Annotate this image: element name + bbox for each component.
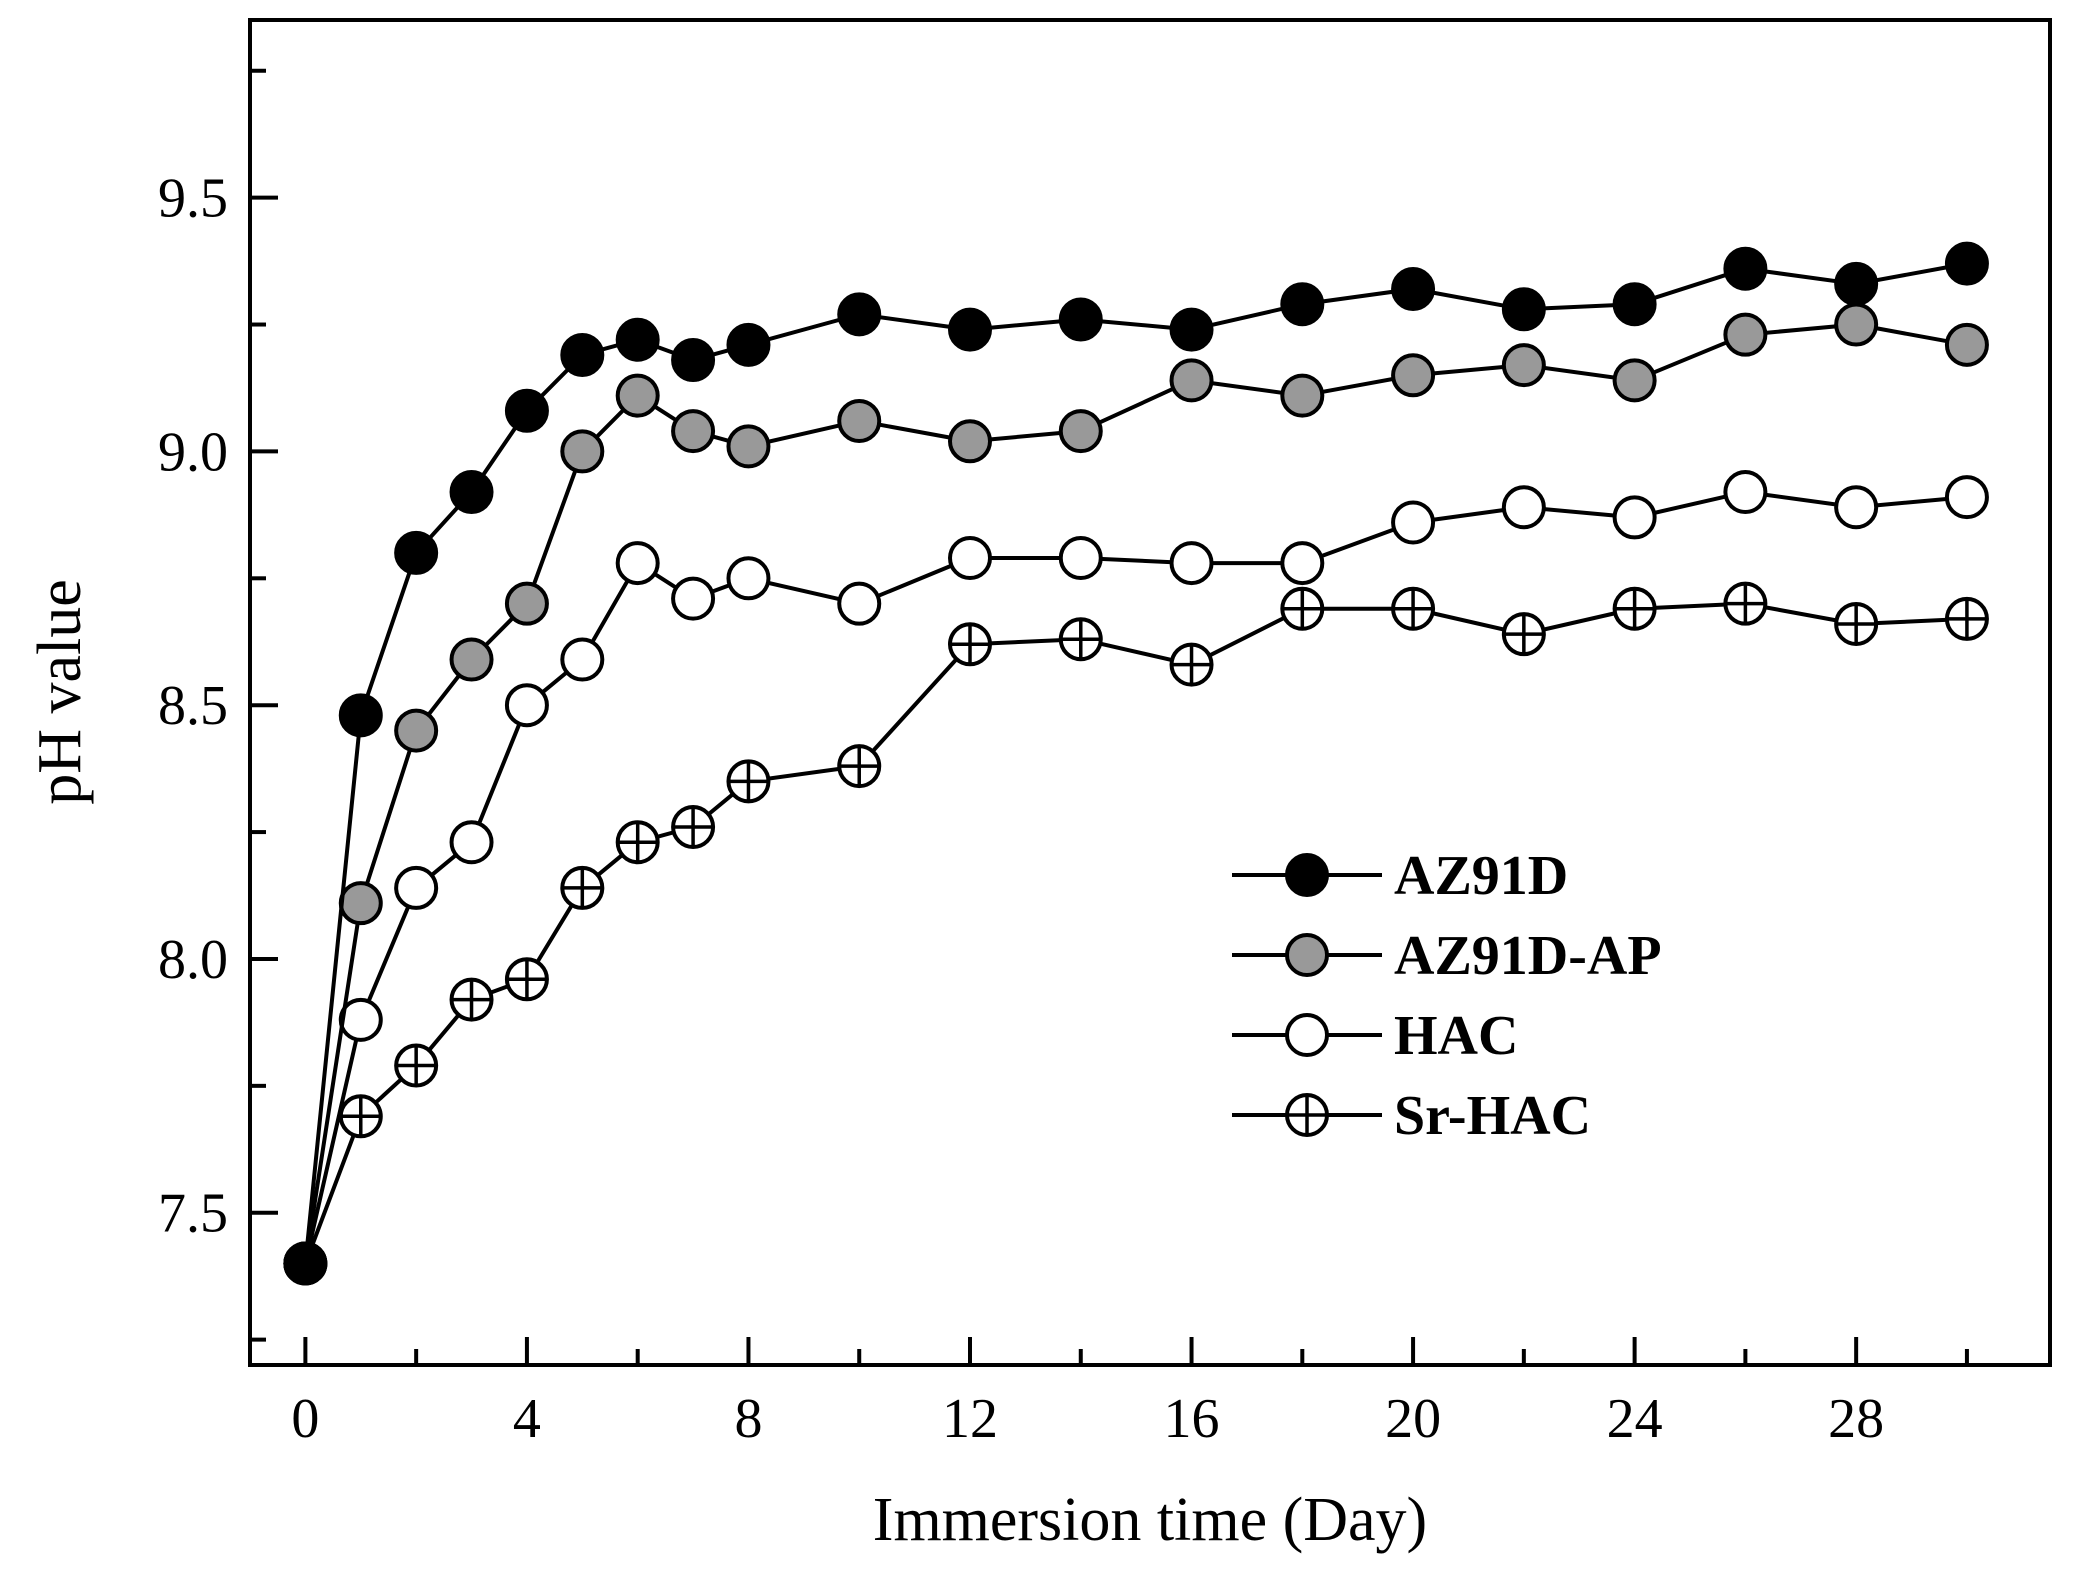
- data-point-hac: [837, 581, 882, 626]
- y-axis-title: pH value: [26, 579, 94, 805]
- data-point-az91d-ap: [1723, 312, 1768, 357]
- data-point-hac: [1501, 485, 1546, 530]
- series-az91d: [283, 241, 1989, 1286]
- data-point-az91d: [1944, 241, 1989, 286]
- data-point-az91d-ap: [615, 373, 660, 418]
- data-point-hac: [560, 637, 605, 682]
- data-point-az91d-ap: [1834, 302, 1879, 347]
- series-az91d-ap: [283, 302, 1989, 1286]
- data-point-hac: [671, 576, 716, 621]
- data-point-az91d: [1169, 307, 1214, 352]
- x-tick-label: 16: [1164, 1388, 1220, 1450]
- data-point-az91d: [1612, 282, 1657, 327]
- data-point-az91d-ap: [1169, 358, 1214, 403]
- data-point-hac: [1280, 541, 1325, 586]
- data-point-az91d: [394, 530, 439, 575]
- data-point-hac: [1834, 485, 1879, 530]
- series-line-sr-hac: [303, 601, 1968, 1265]
- data-point-az91d: [615, 317, 660, 362]
- data-point-az91d: [1058, 297, 1103, 342]
- data-point-az91d-ap: [1501, 343, 1546, 388]
- data-point-az91d: [1723, 246, 1768, 291]
- data-point-az91d-ap: [671, 409, 716, 454]
- series-line-az91d: [303, 261, 1968, 1264]
- legend-item-az91d-ap: AZ91D-AP: [1232, 925, 1662, 987]
- data-point-az91d: [283, 1241, 328, 1286]
- data-point-hac: [394, 865, 439, 910]
- series-layer: [283, 241, 1989, 1286]
- series-line-az91d-ap: [303, 322, 1968, 1264]
- x-tick-label: 12: [942, 1388, 998, 1450]
- y-tick-label: 7.5: [158, 1183, 228, 1245]
- series-sr-hac: [283, 581, 1989, 1286]
- legend-item-az91d: AZ91D: [1232, 845, 1568, 907]
- legend-marker-hac: [1285, 1013, 1329, 1057]
- legend: AZ91D AZ91D-AP HAC Sr-HAC: [1232, 845, 1662, 1147]
- data-point-az91d: [504, 388, 549, 433]
- x-tick-label: 4: [513, 1388, 541, 1450]
- data-point-az91d: [1391, 267, 1436, 311]
- data-point-az91d: [726, 322, 771, 367]
- data-point-hac: [726, 556, 771, 601]
- data-point-hac: [504, 683, 549, 728]
- x-tick-label: 24: [1607, 1388, 1663, 1450]
- data-point-hac: [948, 536, 992, 580]
- data-point-az91d: [1280, 282, 1325, 327]
- data-point-hac: [1058, 536, 1103, 580]
- legend-marker-az91d: [1285, 853, 1329, 897]
- data-point-az91d-ap: [837, 398, 882, 443]
- x-axis: 0 4 8 12 16 20 24 28: [291, 1337, 1969, 1450]
- data-point-az91d-ap: [560, 429, 605, 474]
- data-point-hac: [1723, 470, 1768, 515]
- data-point-hac: [1169, 541, 1214, 586]
- data-point-hac: [1391, 500, 1436, 545]
- data-point-az91d-ap: [726, 424, 771, 469]
- x-axis-title: Immersion time (Day): [873, 1486, 1427, 1554]
- x-tick-label: 8: [734, 1388, 762, 1450]
- data-point-hac: [338, 997, 383, 1042]
- data-point-az91d-ap: [504, 581, 549, 626]
- series-hac: [283, 470, 1989, 1286]
- data-point-hac: [1944, 475, 1989, 520]
- x-tick-label: 20: [1385, 1388, 1441, 1450]
- y-tick-label: 9.5: [158, 168, 228, 230]
- data-point-az91d-ap: [1944, 322, 1989, 367]
- legend-label-hac: HAC: [1394, 1005, 1518, 1067]
- data-point-az91d-ap: [394, 708, 439, 753]
- data-point-az91d-ap: [1058, 409, 1103, 454]
- data-point-az91d-ap: [948, 419, 992, 464]
- y-tick-label: 9.0: [158, 421, 228, 483]
- data-point-az91d: [449, 470, 494, 515]
- data-point-az91d: [338, 693, 383, 738]
- data-point-az91d-ap: [449, 637, 494, 682]
- data-point-hac: [449, 820, 494, 865]
- data-point-az91d: [1834, 261, 1879, 306]
- data-point-az91d: [671, 338, 716, 383]
- legend-item-sr-hac: Sr-HAC: [1232, 1085, 1591, 1147]
- series-line-hac: [303, 490, 1968, 1264]
- data-point-az91d-ap: [338, 881, 383, 926]
- data-point-az91d: [948, 307, 992, 352]
- data-point-az91d: [560, 332, 605, 377]
- x-tick-label: 28: [1828, 1388, 1884, 1450]
- data-point-hac: [1612, 495, 1657, 540]
- data-point-az91d-ap: [1391, 353, 1436, 398]
- x-tick-label: 0: [291, 1388, 319, 1450]
- legend-item-hac: HAC: [1232, 1005, 1518, 1067]
- legend-marker-az91d-ap: [1285, 933, 1329, 977]
- y-tick-label: 8.0: [158, 929, 228, 991]
- legend-label-az91d-ap: AZ91D-AP: [1394, 925, 1662, 987]
- data-point-az91d-ap: [1280, 373, 1325, 418]
- legend-label-az91d: AZ91D: [1394, 845, 1568, 907]
- data-point-az91d: [1501, 287, 1546, 332]
- data-point-hac: [615, 541, 660, 586]
- data-point-az91d-ap: [1612, 358, 1657, 403]
- legend-label-sr-hac: Sr-HAC: [1394, 1085, 1591, 1147]
- y-tick-label: 8.5: [158, 675, 228, 737]
- data-point-az91d: [837, 292, 882, 337]
- y-axis: 7.5 8.0 8.5 9.0 9.5: [158, 68, 278, 1342]
- plot-frame: [248, 18, 2052, 1367]
